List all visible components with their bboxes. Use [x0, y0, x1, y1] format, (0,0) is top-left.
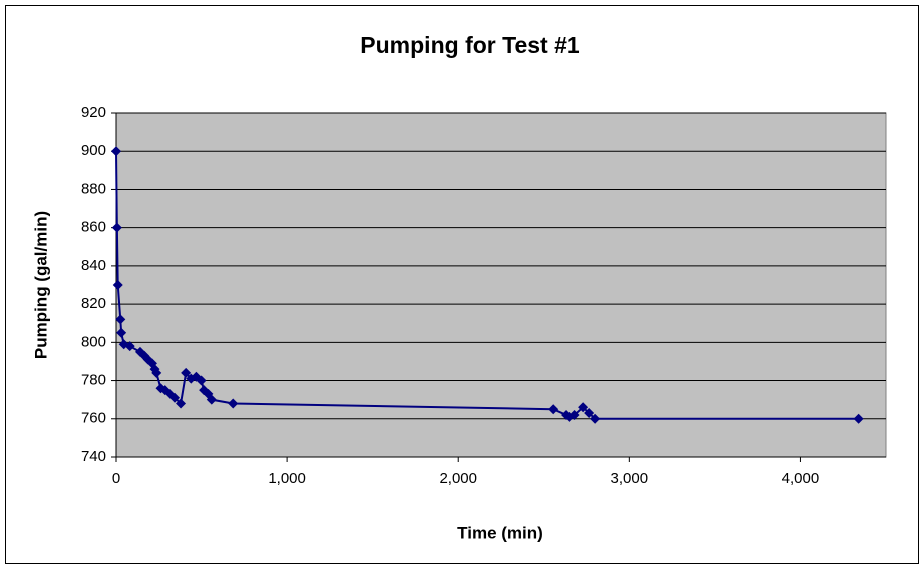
x-tick-label: 1,000 [268, 470, 306, 487]
y-tick-label: 760 [81, 410, 106, 427]
data-point [578, 402, 589, 413]
x-axis-label: Time (min) [457, 523, 543, 542]
y-axis-label: Pumping (gal/min) [31, 211, 50, 359]
data-point [584, 408, 595, 419]
data-point [590, 413, 601, 424]
x-tick-label: 4,000 [782, 470, 820, 487]
data-point [196, 375, 207, 386]
data-point [548, 404, 559, 415]
y-tick-label: 780 [81, 372, 106, 389]
data-point [181, 367, 192, 378]
chart-title: Pumping for Test #1 [360, 32, 580, 58]
x-tick-label: 3,000 [611, 470, 649, 487]
y-tick-label: 860 [81, 219, 106, 236]
y-tick-label: 880 [81, 180, 106, 197]
y-tick-label: 800 [81, 333, 106, 350]
data-point [151, 367, 162, 378]
data-point [111, 222, 122, 233]
data-point [111, 146, 121, 157]
y-tick-label: 900 [81, 142, 106, 159]
y-tick-label: 920 [81, 104, 106, 121]
data-point [116, 327, 127, 338]
data-point [112, 280, 123, 290]
x-tick-label: 2,000 [439, 470, 477, 487]
data-point [115, 314, 126, 325]
data-point [228, 398, 239, 409]
y-tick-label: 740 [81, 448, 106, 465]
data-point [124, 341, 135, 352]
y-tick-label: 840 [81, 257, 106, 274]
data-point [569, 409, 580, 420]
data-point [176, 398, 187, 409]
data-point [170, 392, 181, 403]
x-tick-label: 0 [112, 470, 120, 487]
plot-area [115, 112, 887, 458]
data-point [853, 413, 864, 424]
y-tick-label: 820 [81, 295, 106, 312]
data-point [206, 394, 217, 405]
